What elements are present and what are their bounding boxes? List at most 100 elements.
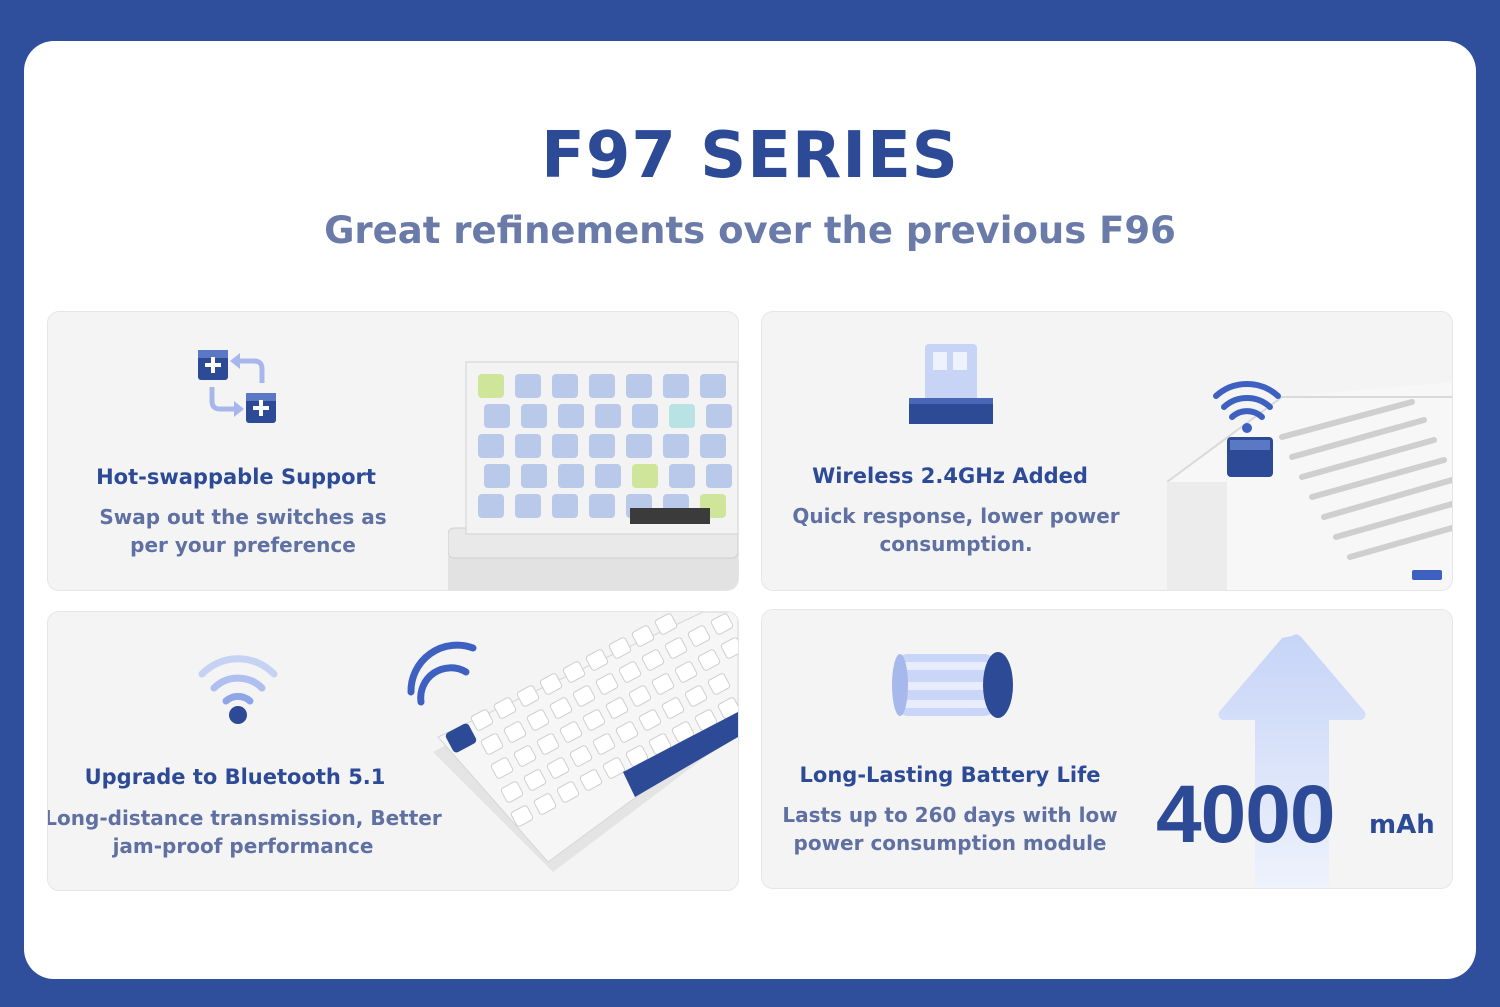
keycap (569, 745, 593, 767)
switch (669, 404, 695, 428)
switch (669, 464, 695, 488)
switch (706, 464, 732, 488)
battery-icon (892, 652, 1013, 718)
switch (478, 374, 504, 398)
keycap (470, 709, 494, 731)
switch (626, 374, 652, 398)
keycap (608, 637, 632, 659)
up-arrow-icon (1218, 634, 1366, 888)
keycap (638, 709, 662, 731)
keycap (687, 625, 711, 647)
feature-description-line: Long-distance transmission, Better (47, 806, 442, 830)
keycap (536, 733, 560, 755)
keycap (631, 625, 655, 647)
feature-description-line: per your preference (130, 533, 356, 557)
switch (626, 434, 652, 458)
usb-receiver-icon (909, 344, 993, 424)
switch (521, 464, 547, 488)
keycap (572, 685, 596, 707)
keycap (651, 673, 675, 695)
keycap (510, 805, 534, 827)
feature-description-line: power consumption module (793, 831, 1107, 855)
keycap (559, 721, 583, 743)
keycap (602, 757, 626, 779)
switch (515, 494, 541, 518)
keycap (579, 769, 603, 791)
switch (595, 464, 621, 488)
keycap (513, 745, 537, 767)
keycap (490, 757, 514, 779)
computer-with-receiver-image (1166, 381, 1452, 590)
keycap (556, 781, 580, 803)
feature-description-line: jam-proof performance (112, 834, 374, 858)
switch (552, 494, 578, 518)
switch-grid (478, 374, 732, 518)
content-frame: F97 SERIES Great refinements over the pr… (24, 41, 1476, 979)
switch (589, 434, 615, 458)
feature-title: Wireless 2.4GHz Added (812, 464, 1088, 488)
keycap (585, 649, 609, 671)
keycap (707, 673, 731, 695)
switch (589, 494, 615, 518)
feature-description: Quick response, lower power consumption. (762, 502, 1156, 558)
switch (663, 374, 689, 398)
keycap (549, 697, 573, 719)
battery-capacity-value: 4000 (1156, 769, 1335, 860)
keycap (605, 697, 629, 719)
keycap (684, 685, 708, 707)
keycap (503, 721, 527, 743)
keycap (493, 697, 517, 719)
switch (589, 374, 615, 398)
keycap (523, 769, 547, 791)
keycap (697, 649, 721, 671)
keycap (516, 685, 540, 707)
keycap (641, 649, 665, 671)
feature-card-wireless: Wireless 2.4GHz Added Quick response, lo… (761, 311, 1453, 591)
battery-capacity-unit: mAh (1369, 810, 1435, 840)
keycap (595, 673, 619, 695)
keycap (480, 733, 504, 755)
keycap (628, 685, 652, 707)
feature-description: Long-distance transmission, Better jam-p… (47, 804, 443, 860)
keycap (592, 733, 616, 755)
switch (632, 464, 658, 488)
keycap (654, 613, 678, 635)
keycap (618, 661, 642, 683)
switch (484, 404, 510, 428)
switch (521, 404, 547, 428)
keycap (526, 709, 550, 731)
feature-card-bluetooth: Upgrade to Bluetooth 5.1 Long-distance t… (47, 611, 739, 891)
feature-title: Upgrade to Bluetooth 5.1 (84, 765, 386, 789)
feature-description: Swap out the switches as per your prefer… (48, 503, 443, 559)
feature-description: Lasts up to 260 days with low power cons… (762, 801, 1150, 857)
swap-icon (198, 350, 276, 423)
keycap (674, 661, 698, 683)
bluetooth-keyboard-image (407, 612, 738, 872)
switch (700, 434, 726, 458)
keycap (546, 757, 570, 779)
feature-description-line: Quick response, lower power (792, 504, 1120, 528)
keycap (582, 709, 606, 731)
switch (595, 404, 621, 428)
keycap (533, 793, 557, 815)
switch (552, 434, 578, 458)
feature-description-line: consumption. (879, 532, 1033, 556)
keycap (664, 637, 688, 659)
feature-description-line: Lasts up to 260 days with low (782, 803, 1118, 827)
keycap (539, 673, 563, 695)
switch (663, 434, 689, 458)
keycap (710, 613, 734, 635)
switch (484, 464, 510, 488)
keycap-grid (470, 613, 738, 827)
keycap (562, 661, 586, 683)
page-title: F97 SERIES (541, 119, 959, 193)
keycap (500, 781, 524, 803)
feature-card-battery: Long-Lasting Battery Life Lasts up to 26… (761, 609, 1453, 889)
switch (706, 404, 732, 428)
feature-description-line: Swap out the switches as (99, 505, 387, 529)
switch (478, 434, 504, 458)
feature-title: Long-Lasting Battery Life (799, 763, 1101, 787)
switch (700, 374, 726, 398)
switch (515, 434, 541, 458)
keycap (615, 721, 639, 743)
